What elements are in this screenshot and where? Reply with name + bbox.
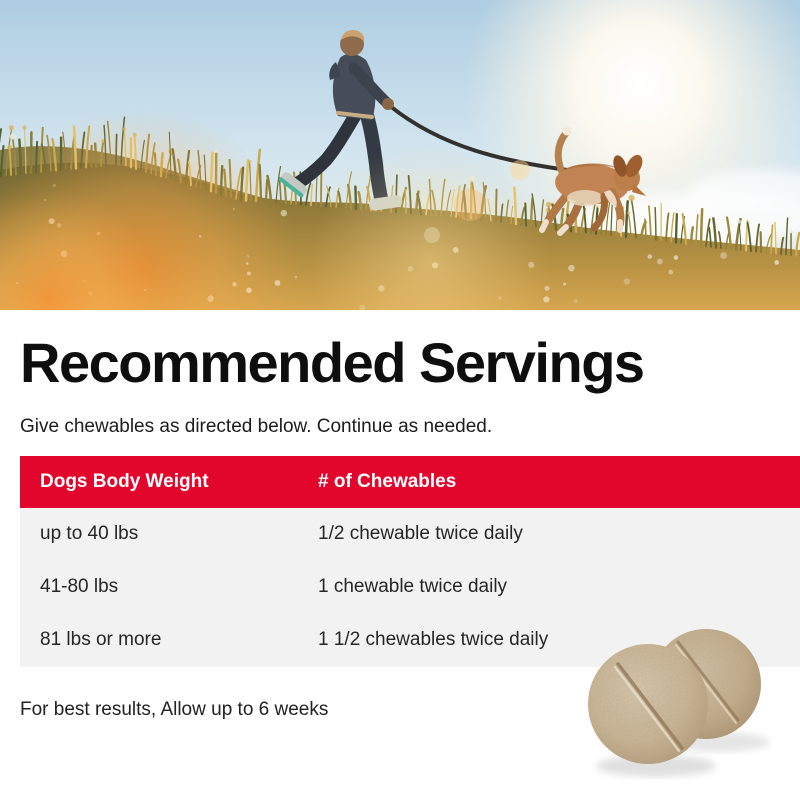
- tablet-front: [588, 644, 708, 764]
- leash: [388, 104, 585, 174]
- table-body: up to 40 lbs 1/2 chewable twice daily 41…: [20, 507, 800, 667]
- servings-table: Dogs Body Weight # of Chewables up to 40…: [20, 455, 800, 667]
- table-row: up to 40 lbs 1/2 chewable twice daily: [20, 508, 800, 561]
- cell-weight: up to 40 lbs: [40, 523, 139, 545]
- table-header-row: Dogs Body Weight # of Chewables: [20, 455, 800, 508]
- cell-chewables: 1 chewable twice daily: [318, 576, 508, 598]
- lens-flare: [0, 108, 550, 310]
- table-row: 81 lbs or more 1 1/2 chewables twice dai…: [20, 614, 800, 667]
- column-header-weight: Dogs Body Weight: [40, 470, 209, 492]
- cell-chewables: 1/2 chewable twice daily: [318, 523, 523, 545]
- chewable-tablets-image: [578, 612, 778, 782]
- table-row: 41-80 lbs 1 chewable twice daily: [20, 561, 800, 614]
- page-title: Recommended Servings: [20, 331, 645, 394]
- subtitle: Give chewables as directed below. Contin…: [20, 415, 493, 437]
- cell-weight: 81 lbs or more: [40, 629, 162, 651]
- hero-photo: [0, 0, 800, 310]
- dog-illustration: [539, 126, 646, 236]
- cell-chewables: 1 1/2 chewables twice daily: [318, 629, 549, 651]
- content-panel: Recommended Servings Give chewables as d…: [20, 310, 800, 721]
- cell-weight: 41-80 lbs: [40, 576, 119, 598]
- column-header-chewables: # of Chewables: [318, 470, 457, 492]
- footer-note: For best results, Allow up to 6 weeks: [20, 698, 329, 720]
